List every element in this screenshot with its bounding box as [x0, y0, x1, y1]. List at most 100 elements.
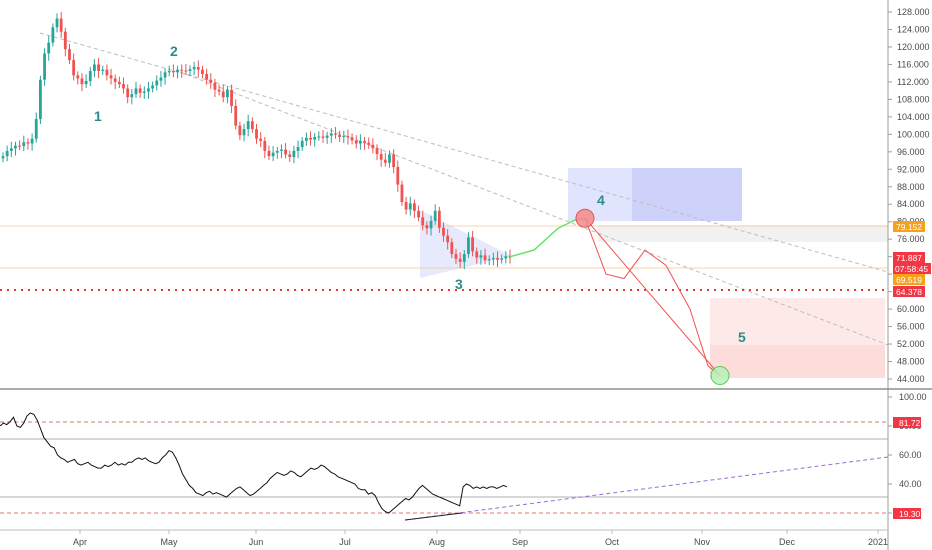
candle-body: [134, 88, 138, 95]
tag-69519: 69.519: [896, 275, 922, 285]
rsi-support-line[interactable]: [404, 512, 463, 521]
candle-body: [342, 136, 346, 138]
time-tick-label: Aug: [429, 537, 445, 547]
candle-body: [475, 251, 479, 258]
candle-body: [80, 78, 84, 85]
candles-group: [1, 12, 512, 270]
candle-body: [317, 136, 321, 138]
candle-body: [425, 225, 429, 229]
price-tick-label: 76.000: [897, 234, 925, 244]
wave-5-target-circle[interactable]: [710, 366, 730, 386]
candle-body: [300, 140, 304, 148]
resistance-zone[interactable]: [598, 225, 888, 242]
candle-body: [39, 79, 42, 120]
trendline-lower[interactable]: [179, 71, 889, 346]
candle-body: [126, 88, 130, 98]
candle-body: [113, 78, 117, 82]
candle-body: [392, 154, 396, 168]
rsi-tag-81-bg: [893, 417, 921, 428]
candle-body: [446, 235, 450, 243]
rsi-tags: 81.72 19.30: [893, 417, 921, 519]
candle-body: [72, 60, 76, 76]
wave-label-5: 5: [738, 329, 746, 345]
wave-4-target-circle[interactable]: [575, 208, 595, 228]
rsi-tag-19: 19.30: [899, 509, 921, 519]
time-tick-label: Apr: [73, 537, 87, 547]
candle-body: [413, 203, 416, 211]
target-zone-upper[interactable]: [568, 168, 742, 221]
price-tick-label: 48.000: [897, 357, 925, 367]
wave-label-4: 4: [597, 192, 605, 208]
candle-body: [396, 167, 400, 185]
candle-body: [500, 258, 504, 260]
time-tick-label: May: [160, 537, 178, 547]
candle-body: [167, 70, 171, 73]
drawing-layer: [0, 32, 889, 378]
candle-body: [346, 136, 350, 138]
candle-body: [163, 72, 167, 78]
candle-body: [221, 91, 225, 98]
candle-body: [59, 18, 63, 32]
candle-body: [213, 82, 217, 90]
candle-body: [88, 70, 92, 82]
candle-body: [93, 64, 96, 71]
candle-body: [267, 150, 271, 157]
candle-body: [263, 140, 267, 151]
rsi-tag-19-bg: [893, 508, 921, 519]
time-tick-label: Jul: [339, 537, 351, 547]
candle-body: [217, 89, 221, 92]
rsi-panel: [0, 412, 889, 521]
target-zone-upper-inner: [632, 168, 742, 221]
rsi-tick-label: 100.00: [899, 392, 927, 402]
candle-body: [230, 89, 233, 106]
candle-body: [34, 119, 38, 139]
target-zone-lower-inner: [710, 345, 885, 378]
candle-body: [358, 140, 362, 144]
wave-label-3: 3: [455, 276, 463, 292]
rsi-tag-81: 81.72: [899, 418, 921, 428]
candle-body: [26, 142, 30, 144]
candle-body: [280, 149, 283, 151]
candle-body: [429, 220, 433, 229]
candle-body: [205, 74, 209, 80]
time-axis[interactable]: Apr May Jun Jul Aug Sep Oct Nov Dec 2021: [73, 530, 888, 547]
projection-fall-path: [584, 218, 721, 376]
candle-body: [375, 148, 379, 154]
candle-body: [184, 70, 188, 72]
tag-64378-bg: [893, 286, 925, 297]
candle-body: [321, 136, 325, 138]
candle-body: [313, 136, 317, 140]
candle-body: [55, 18, 59, 28]
candle-body: [226, 89, 229, 98]
time-tick-label: Jun: [249, 537, 264, 547]
candle-body: [246, 121, 250, 130]
candle-body: [105, 69, 109, 76]
wave-label-1: 1: [94, 108, 102, 124]
candle-body: [458, 258, 462, 262]
candle-body: [504, 256, 508, 259]
price-tick-label: 104.000: [897, 112, 930, 122]
tag-79152: 79.152: [896, 222, 922, 232]
price-tick-label: 84.000: [897, 199, 925, 209]
tag-71887: 71.887: [896, 253, 922, 263]
candle-body: [417, 210, 420, 218]
tag-64378: 64.378: [896, 287, 922, 297]
candle-body: [383, 159, 387, 163]
candle-body: [408, 203, 412, 210]
candle-body: [142, 91, 146, 93]
price-tick-label: 52.000: [897, 339, 925, 349]
candle-body: [1, 156, 5, 159]
candle-body: [63, 31, 67, 50]
price-tick-label: 60.000: [897, 304, 925, 314]
candle-body: [379, 153, 383, 160]
candle-body: [400, 184, 404, 203]
candle-body: [284, 149, 287, 155]
candle-body: [9, 148, 13, 151]
tag-71887-bg: [893, 252, 925, 263]
candle-body: [367, 142, 371, 145]
candle-body: [176, 69, 179, 73]
rsi-series-line[interactable]: [0, 412, 508, 514]
candle-body: [171, 70, 175, 73]
